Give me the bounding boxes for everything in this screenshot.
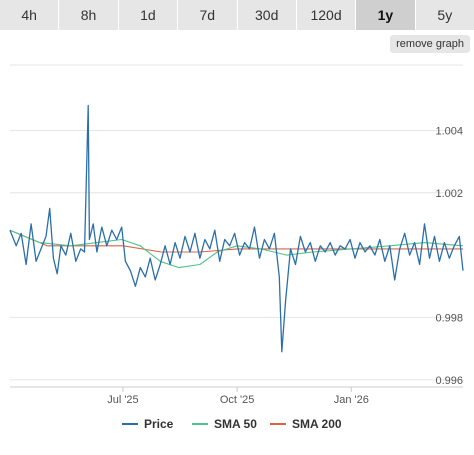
legend-label: SMA 50 (214, 417, 257, 431)
tab-1d[interactable]: 1d (118, 0, 179, 30)
legend-label: SMA 200 (292, 417, 342, 431)
x-tick-label: Oct '25 (220, 394, 255, 406)
y-tick-label: 0.996 (435, 375, 463, 387)
legend-label: Price (144, 417, 174, 431)
tab-5y[interactable]: 5y (415, 0, 474, 30)
remove-graph-button[interactable]: remove graph (390, 35, 470, 53)
legend-item-sma-200[interactable]: SMA 200 (270, 417, 342, 431)
y-tick-label: 0.998 (435, 312, 463, 324)
x-tick-label: Jul '25 (107, 394, 138, 406)
price-chart[interactable]: 0.996 0.998 1.002 1.004 Jul '25 Oct '25 Jan '2… (0, 55, 474, 455)
y-tick-label: 1.004 (435, 125, 463, 137)
tab-4h[interactable]: 4h (0, 0, 60, 30)
tab-120d[interactable]: 120d (296, 0, 357, 30)
tab-1y[interactable]: 1y (356, 0, 416, 30)
price-line (9, 104, 464, 353)
tab-30d[interactable]: 30d (237, 0, 297, 30)
tab-8h[interactable]: 8h (59, 0, 119, 30)
legend-item-sma-50[interactable]: SMA 50 (192, 417, 257, 431)
timeframe-tabs: 4h 8h 1d 7d 30d 120d 1y 5y (0, 0, 474, 30)
tab-7d[interactable]: 7d (178, 0, 238, 30)
y-tick-label: 1.002 (435, 188, 463, 200)
x-tick-label: Jan '26 (334, 394, 369, 406)
legend-item-price[interactable]: Price (122, 417, 174, 431)
